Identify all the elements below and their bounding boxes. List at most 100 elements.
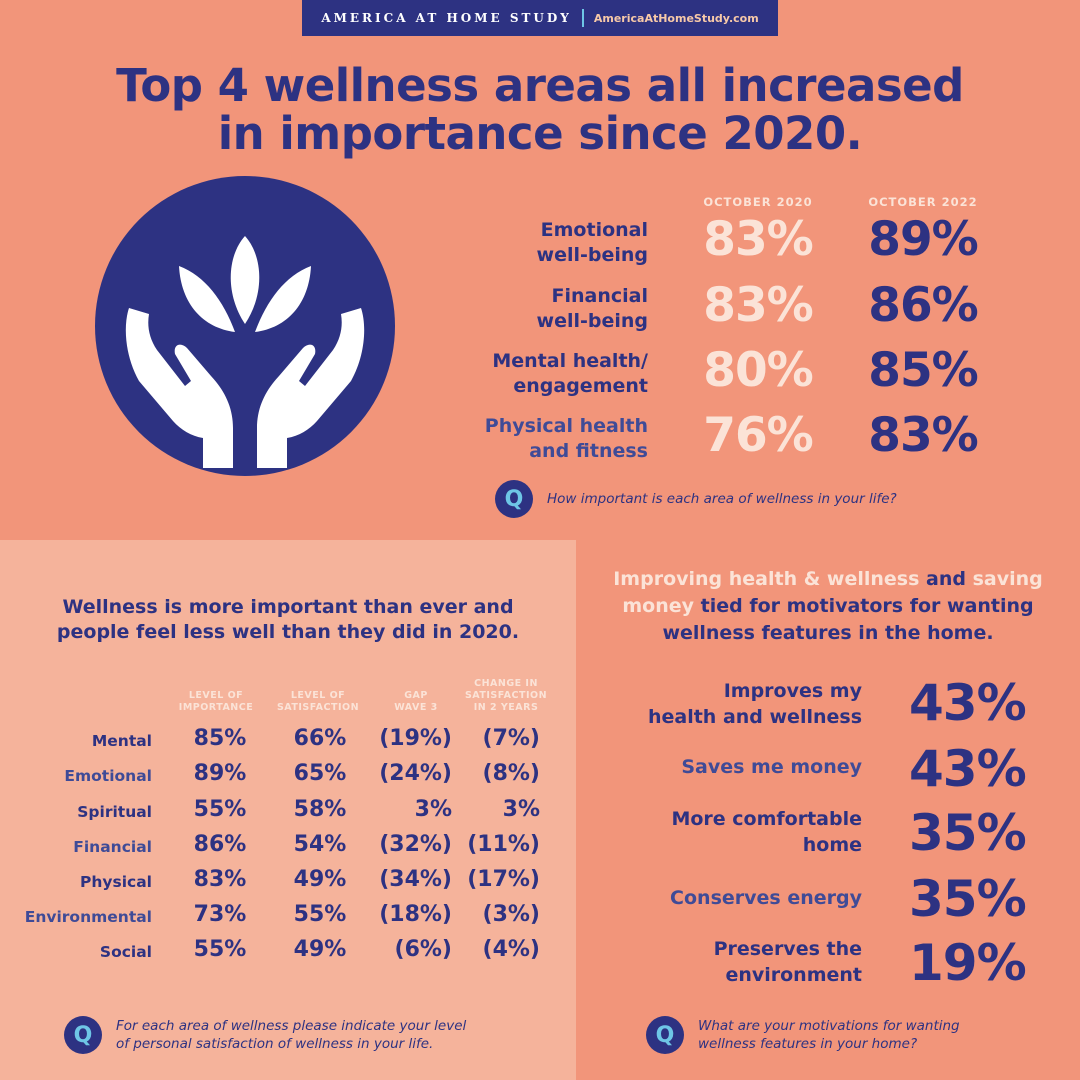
cell-gap: (19%) <box>379 726 452 751</box>
row-label: Improves my health and wellness <box>647 680 862 728</box>
value-2020: 80% <box>703 343 814 398</box>
importance-row: Financial well-being 83% 86% <box>440 278 1000 346</box>
header-bar: AMERICA AT HOME STUDY AmericaAtHomeStudy… <box>302 0 778 36</box>
importance-row: Mental health/engagement 80% 85% <box>440 343 1000 411</box>
motivator-row: Preserves the environment 19% <box>576 934 1080 996</box>
row-label: Conserves energy <box>670 887 862 909</box>
question-icon: Q <box>646 1016 684 1054</box>
table-row: Mental 85% 66% (19%) (7%) <box>0 726 576 761</box>
row-label: Preserves the environment <box>713 938 862 986</box>
row-label: Environmental <box>24 908 152 926</box>
cell-gap: 3% <box>414 797 452 822</box>
motivator-value: 43% <box>909 740 1027 798</box>
motivator-row: Saves me money 43% <box>576 740 1080 802</box>
cell-change: 3% <box>502 797 540 822</box>
value-2022: 89% <box>868 212 979 267</box>
page-title: Top 4 wellness areas all increased in im… <box>0 62 1080 158</box>
motivator-row: Conserves energy 35% <box>576 870 1080 932</box>
table-row: Environmental 73% 55% (18%) (3%) <box>0 902 576 937</box>
table-row: Physical 83% 49% (34%) (17%) <box>0 867 576 902</box>
cell-change: (17%) <box>467 867 540 892</box>
cell-importance: 55% <box>193 797 247 822</box>
cell-gap: (34%) <box>379 867 452 892</box>
row-label: Mental <box>91 732 152 750</box>
header-change: CHANGE IN SATISFACTION IN 2 YEARS <box>464 678 548 713</box>
motivators-question: Q What are your motivations for wanting w… <box>646 1016 960 1054</box>
row-label: More comfortable home <box>671 808 862 856</box>
cell-satisfaction: 54% <box>293 832 347 857</box>
motivator-row: More comfortable home 35% <box>576 804 1080 866</box>
motivator-value: 43% <box>909 674 1027 732</box>
question-text: For each area of wellness please indicat… <box>116 1018 467 1052</box>
wellness-icon-circle <box>95 176 395 476</box>
motivator-value: 35% <box>909 870 1027 928</box>
cell-importance: 89% <box>193 761 247 786</box>
row-label: Emotional well-being <box>536 219 648 266</box>
table-row: Spiritual 55% 58% 3% 3% <box>0 797 576 832</box>
cell-gap: (6%) <box>394 937 452 962</box>
cell-change: (3%) <box>482 902 540 927</box>
motivator-row: Improves my health and wellness 43% <box>576 674 1080 736</box>
table-row: Social 55% 49% (6%) (4%) <box>0 937 576 972</box>
row-label: Physical health and fitness <box>484 415 648 462</box>
value-2022: 86% <box>868 278 979 333</box>
question-text: What are your motivations for wanting wel… <box>698 1018 960 1052</box>
row-label: Social <box>99 943 152 961</box>
header-satisfaction: LEVEL OF SATISFACTION <box>276 690 360 713</box>
value-2020: 76% <box>703 408 814 463</box>
table-row: Emotional 89% 65% (24%) (8%) <box>0 761 576 796</box>
brand-name: AMERICA AT HOME STUDY <box>321 11 572 25</box>
cell-satisfaction: 58% <box>293 797 347 822</box>
hands-holding-lotus-icon <box>125 236 365 468</box>
column-header-2022: OCTOBER 2022 <box>868 195 978 209</box>
header-importance: LEVEL OF IMPORTANCE <box>178 690 254 713</box>
cell-gap: (24%) <box>379 761 452 786</box>
header-divider <box>581 9 584 27</box>
cell-satisfaction: 66% <box>293 726 347 751</box>
cell-change: (7%) <box>482 726 540 751</box>
cell-change: (4%) <box>482 937 540 962</box>
motivator-value: 35% <box>909 804 1027 862</box>
cell-importance: 86% <box>193 832 247 857</box>
row-label: Spiritual <box>77 803 152 821</box>
cell-satisfaction: 55% <box>293 902 347 927</box>
motivator-value: 19% <box>909 934 1027 992</box>
row-label: Mental health/engagement <box>492 350 648 397</box>
cell-satisfaction: 49% <box>293 867 347 892</box>
importance-question: Q How important is each area of wellness… <box>495 480 897 518</box>
cell-importance: 55% <box>193 937 247 962</box>
cell-gap: (18%) <box>379 902 452 927</box>
question-icon: Q <box>495 480 533 518</box>
cell-satisfaction: 49% <box>293 937 347 962</box>
row-label: Emotional <box>64 767 152 785</box>
row-label: Physical <box>80 873 152 891</box>
cell-satisfaction: 65% <box>293 761 347 786</box>
question-text: How important is each area of wellness i… <box>547 491 897 507</box>
title-line-1: Top 4 wellness areas all increased <box>116 59 964 112</box>
value-2022: 85% <box>868 343 979 398</box>
importance-row: Physical health and fitness 76% 83% <box>440 408 1000 476</box>
row-label: Financial well-being <box>536 285 648 332</box>
cell-importance: 85% <box>193 726 247 751</box>
value-2020: 83% <box>703 278 814 333</box>
satisfaction-title: Wellness is more important than ever and… <box>56 596 520 643</box>
title-line-2: in importance since 2020. <box>217 107 863 160</box>
value-2022: 83% <box>868 408 979 463</box>
importance-row: Emotional well-being 83% 89% <box>440 212 1000 280</box>
cell-importance: 73% <box>193 902 247 927</box>
cell-gap: (32%) <box>379 832 452 857</box>
row-label: Saves me money <box>681 756 862 778</box>
site-url[interactable]: AmericaAtHomeStudy.com <box>593 11 759 25</box>
row-label: Financial <box>73 838 152 856</box>
cell-change: (8%) <box>482 761 540 786</box>
cell-change: (11%) <box>467 832 540 857</box>
motivators-title: Improving health & wellness and saving m… <box>613 568 1043 644</box>
column-header-2020: OCTOBER 2020 <box>703 195 813 209</box>
question-icon: Q <box>64 1016 102 1054</box>
header-gap: GAP WAVE 3 <box>394 690 438 713</box>
cell-importance: 83% <box>193 867 247 892</box>
table-row: Financial 86% 54% (32%) (11%) <box>0 832 576 867</box>
satisfaction-panel <box>0 540 576 1080</box>
motivators-panel <box>576 540 1080 1080</box>
value-2020: 83% <box>703 212 814 267</box>
